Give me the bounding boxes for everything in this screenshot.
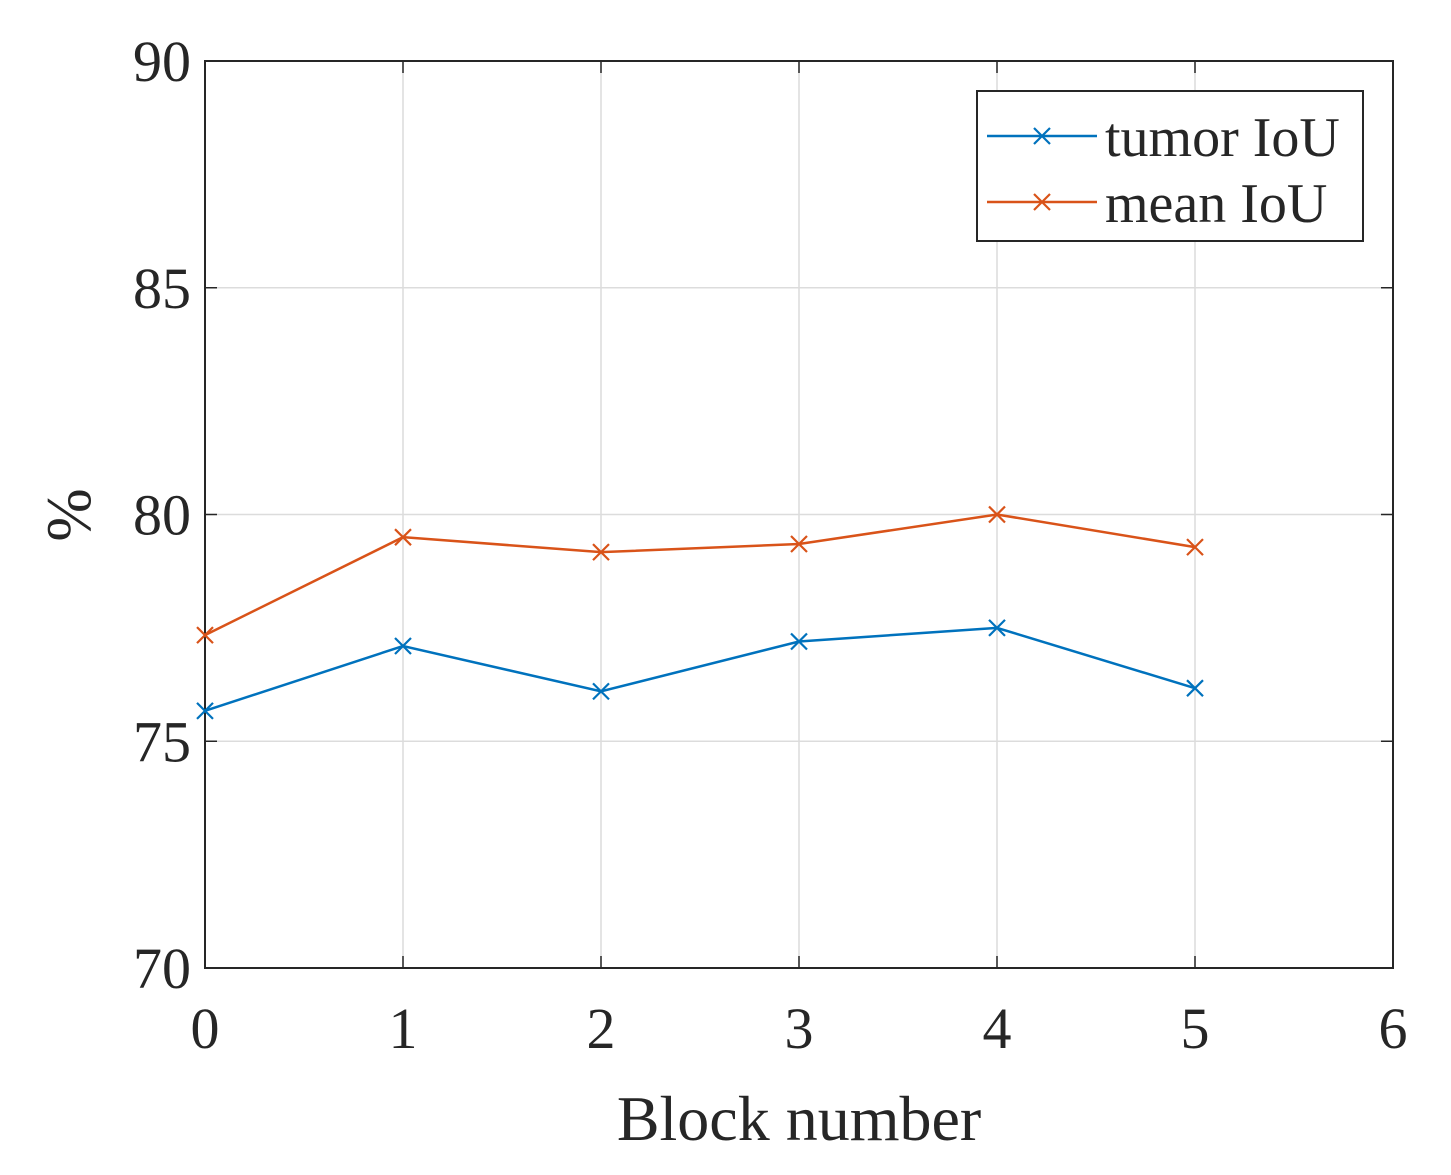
y-tick-label: 80 — [133, 483, 191, 548]
series-line — [204, 513, 1196, 637]
x-tick-label: 6 — [1379, 996, 1408, 1061]
marker — [1186, 679, 1204, 697]
marker — [1186, 538, 1204, 556]
x-tick-label: 1 — [389, 996, 418, 1061]
plot-frame — [204, 60, 1394, 969]
y-axis-label: % — [33, 488, 104, 541]
legend-marker — [1033, 127, 1051, 145]
legend-label: tumor IoU — [1105, 107, 1340, 169]
marker — [592, 543, 610, 561]
legend-marker — [1033, 193, 1051, 211]
x-tick-label: 3 — [785, 996, 814, 1061]
x-tick-label: 5 — [1181, 996, 1210, 1061]
legend-box — [976, 90, 1364, 242]
x-tick-label: 2 — [587, 996, 616, 1061]
marker — [988, 505, 1006, 524]
marker — [790, 632, 808, 651]
marker — [394, 528, 412, 546]
series-line — [204, 626, 1196, 713]
marker — [790, 535, 808, 553]
y-tick-label: 85 — [133, 256, 191, 321]
y-tick-label: 75 — [133, 709, 191, 774]
legend-label: mean IoU — [1105, 173, 1327, 235]
marker — [196, 626, 214, 644]
x-tick-label: 4 — [983, 996, 1012, 1061]
y-tick-label: 70 — [133, 936, 191, 1001]
marker — [592, 682, 610, 701]
marker — [988, 619, 1006, 637]
marker — [394, 637, 412, 655]
x-tick-label: 0 — [191, 996, 220, 1061]
y-tick-label: 90 — [133, 29, 191, 94]
marker — [196, 702, 214, 720]
x-axis-label: Block number — [617, 1083, 981, 1154]
